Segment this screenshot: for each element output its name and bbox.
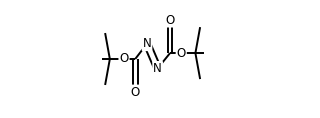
Text: N: N xyxy=(143,37,151,50)
Text: O: O xyxy=(119,53,129,65)
Text: O: O xyxy=(165,14,175,27)
Text: O: O xyxy=(177,47,186,60)
Text: O: O xyxy=(131,86,140,99)
Text: N: N xyxy=(153,62,162,75)
